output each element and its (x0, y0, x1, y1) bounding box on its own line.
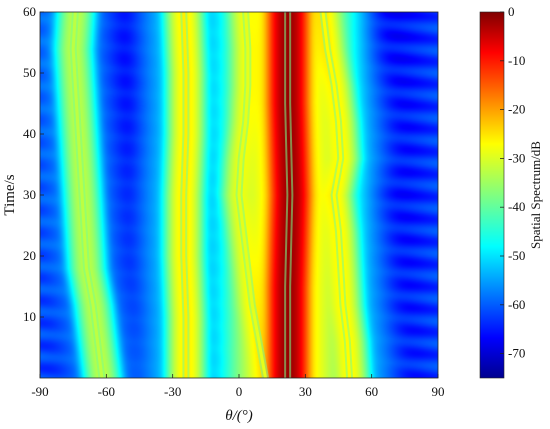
y-tick-label: 60 (23, 4, 36, 19)
y-axis-label: Time/s (2, 174, 18, 215)
x-tick-label: 90 (432, 384, 445, 399)
colorbar-tick-label: -60 (508, 297, 525, 312)
colorbar-label: Spatial Spectrum/dB (528, 141, 543, 249)
colorbar-tick-label: -70 (508, 346, 525, 361)
plot-area (39, 11, 439, 379)
source-track-3 (237, 12, 268, 378)
source-track-1 (71, 12, 104, 378)
y-tick-label: 10 (23, 309, 36, 324)
source-tracks (69, 12, 354, 378)
source-track-halo-1 (69, 12, 106, 378)
colorbar-tick-label: -10 (508, 53, 525, 68)
x-tick-label: -60 (98, 384, 115, 399)
y-tick-label: 50 (23, 65, 36, 80)
x-tick-label: 60 (365, 384, 378, 399)
colorbar-bar (479, 11, 505, 379)
y-tick-label: 20 (23, 248, 36, 263)
x-tick-label: 0 (236, 384, 243, 399)
y-tick-label: 40 (23, 126, 36, 141)
y-axis-ticks: 10 20 30 40 50 60 (23, 4, 44, 324)
colorbar-tick-label: -30 (508, 150, 525, 165)
colorbar-tick-label: -20 (508, 102, 525, 117)
x-axis-label: θ/(°) (225, 408, 253, 424)
x-tick-label: 30 (299, 384, 312, 399)
colorbar: 0 -10 -20 -30 -40 -50 -60 -70 Spatial Spectrum/… (479, 4, 543, 379)
y-tick-label: 30 (23, 187, 36, 202)
source-track-5 (321, 12, 352, 378)
colorbar-tick-label: -50 (508, 248, 525, 263)
x-tick-label: -30 (164, 384, 181, 399)
colorbar-tick-label: 0 (508, 4, 515, 19)
colorbar-ticks: 0 -10 -20 -30 -40 -50 -60 -70 (500, 4, 525, 361)
x-axis-ticks: -90 -60 -30 0 30 60 90 (31, 374, 445, 399)
source-track-2 (182, 12, 188, 378)
colorbar-tick-label: -40 (508, 199, 525, 214)
source-track-4 (286, 12, 292, 378)
x-tick-label: -90 (31, 384, 48, 399)
